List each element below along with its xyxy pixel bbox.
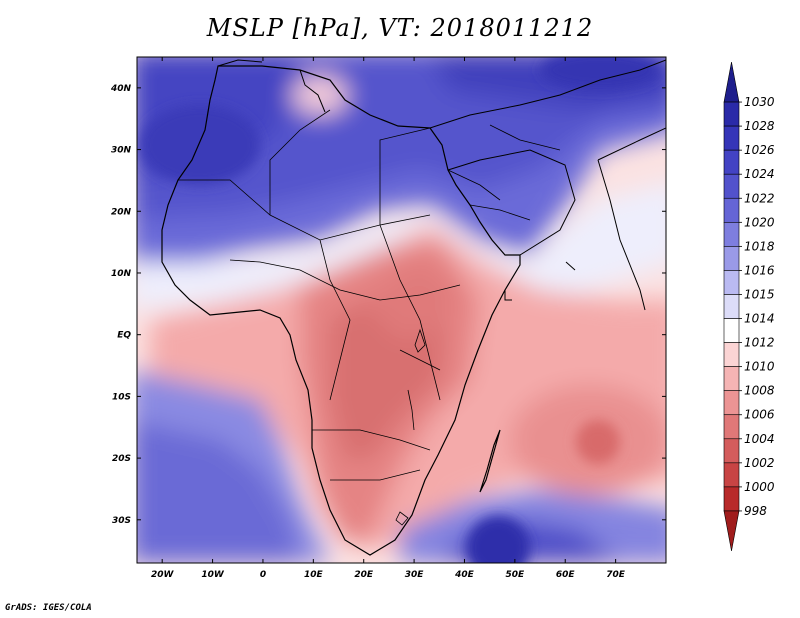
x-tick-label: 50E bbox=[506, 570, 526, 580]
colorbar-label: 1002 bbox=[744, 456, 775, 470]
colorbar-segment bbox=[723, 342, 740, 367]
colorbar-segment bbox=[723, 462, 740, 488]
colorbar-label: 1006 bbox=[744, 408, 775, 422]
colorbar-label: 998 bbox=[744, 504, 767, 518]
colorbar-label: 1018 bbox=[744, 239, 775, 253]
x-tick-label: 40E bbox=[454, 570, 475, 580]
x-tick-label: 20W bbox=[151, 570, 175, 580]
colorbar-segment bbox=[723, 222, 740, 247]
coastlines bbox=[161, 59, 666, 556]
colorbar-segment bbox=[723, 366, 740, 391]
colorbar-segment bbox=[723, 149, 740, 175]
colorbar-label: 1015 bbox=[744, 287, 775, 301]
colorbar-label: 1020 bbox=[744, 215, 775, 229]
colorbar-segment bbox=[723, 486, 740, 512]
y-tick-label: EQ bbox=[117, 331, 131, 341]
x-tick-label: 20E bbox=[354, 570, 374, 580]
x-tick-label: 0 bbox=[260, 570, 266, 580]
colorbar-segment bbox=[723, 438, 740, 464]
y-tick-label: 20N bbox=[111, 207, 132, 217]
colorbar-segment bbox=[723, 510, 740, 552]
map-title: MSLP [hPa], VT: 2018011212 bbox=[206, 14, 594, 42]
y-axis: 40N 30N 20N 10N EQ 10S 20S 30S bbox=[110, 84, 666, 526]
y-tick-label: 30N bbox=[111, 146, 132, 156]
colorbar-label: 1022 bbox=[744, 191, 775, 205]
credit-text: GrADS: IGES/COLA bbox=[5, 603, 92, 613]
colorbar-segment bbox=[723, 101, 740, 127]
x-axis: 20W 10W 0 10E 20E 30E 40E 50E 60E 70E bbox=[151, 57, 626, 580]
y-tick-label: 30S bbox=[112, 516, 131, 526]
x-tick-label: 60E bbox=[556, 570, 576, 580]
colorbar-label: 1026 bbox=[744, 143, 775, 157]
colorbar-segment bbox=[723, 318, 740, 343]
colorbar-label: 1004 bbox=[744, 432, 775, 446]
colorbar-segment bbox=[723, 173, 740, 199]
colorbar-segment bbox=[723, 390, 740, 416]
pressure-field bbox=[137, 57, 666, 563]
colorbar-label: 1008 bbox=[744, 384, 775, 398]
colorbar: 1030 1028 1026 1024 1022 1020 1018 1016 1015 1014… bbox=[723, 61, 775, 552]
colorbar-label: 1024 bbox=[744, 167, 775, 181]
colorbar-label: 1016 bbox=[744, 263, 775, 277]
colorbar-label: 1000 bbox=[744, 480, 775, 494]
colorbar-segment bbox=[723, 125, 740, 151]
x-tick-label: 70E bbox=[606, 570, 626, 580]
colorbar-segment bbox=[723, 61, 740, 103]
x-tick-label: 10E bbox=[304, 570, 324, 580]
colorbar-label: 1012 bbox=[744, 336, 775, 350]
colorbar-segment bbox=[723, 414, 740, 440]
colorbar-label: 1014 bbox=[744, 312, 775, 326]
colorbar-label: 1028 bbox=[744, 119, 775, 133]
country-borders bbox=[178, 109, 561, 526]
colorbar-segment bbox=[723, 246, 740, 271]
y-tick-label: 20S bbox=[112, 454, 131, 464]
map-frame bbox=[136, 56, 667, 564]
x-tick-label: 30E bbox=[405, 570, 425, 580]
y-tick-label: 10S bbox=[112, 392, 131, 402]
colorbar-segment bbox=[723, 197, 740, 223]
x-tick-label: 10W bbox=[201, 570, 225, 580]
colorbar-label: 1030 bbox=[744, 95, 775, 109]
y-tick-label: 10N bbox=[111, 269, 132, 279]
colorbar-label: 1010 bbox=[744, 360, 775, 374]
y-tick-label: 40N bbox=[110, 84, 132, 94]
colorbar-segment bbox=[723, 294, 740, 319]
colorbar-segment bbox=[723, 270, 740, 295]
